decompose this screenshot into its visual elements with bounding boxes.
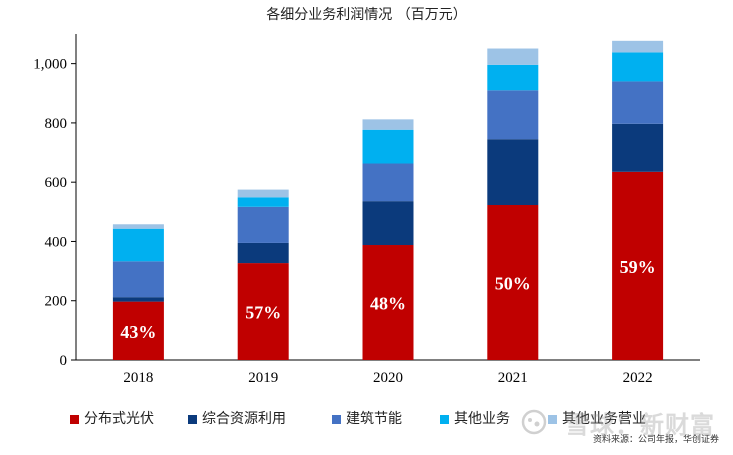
legend-item-3: 其他业务 <box>440 408 510 430</box>
bar-2022-series-4 <box>612 40 664 53</box>
legend-label-1: 综合资源利用 <box>202 411 286 427</box>
x-tick-label-2020: 2020 <box>373 370 403 386</box>
bar-2021-series-1 <box>487 139 539 206</box>
legend-swatch-3 <box>440 415 449 424</box>
snowball-logo-icon <box>521 409 547 435</box>
x-tick-label-2022: 2022 <box>623 370 653 386</box>
bar-2022-series-2 <box>612 81 664 124</box>
bar-2018-series-0 <box>112 301 164 360</box>
bar-2018-series-4 <box>112 224 164 229</box>
legend-label-3: 其他业务 <box>454 411 510 427</box>
watermark: 雪球：新财富 <box>565 411 715 439</box>
legend-swatch-2 <box>332 415 341 424</box>
bar-2019-series-0 <box>237 263 289 360</box>
legend-item-1: 综合资源利用 <box>188 408 286 430</box>
bar-2020-series-1 <box>362 201 414 246</box>
data-label-2019: 57% <box>245 303 281 323</box>
bar-2020-series-0 <box>362 245 414 360</box>
data-label-2021: 50% <box>495 274 531 294</box>
y-tick-label-800: 800 <box>45 116 68 132</box>
bar-2021-series-3 <box>487 64 539 91</box>
legend-label-2: 建筑节能 <box>346 411 402 427</box>
bar-2021-series-2 <box>487 90 539 140</box>
legend-label-4: 其他业务营业 <box>562 411 646 427</box>
legend-item-0: 分布式光伏 <box>70 408 154 430</box>
y-tick-label-1000: 1,000 <box>33 57 67 73</box>
bar-2022-series-0 <box>612 171 664 360</box>
chart-legend: 分布式光伏 综合资源利用 建筑节能 其他业务 其他业务营业 <box>70 408 670 430</box>
data-label-2020: 48% <box>370 294 406 314</box>
bar-2019-series-2 <box>237 206 289 243</box>
bar-2021-series-4 <box>487 48 539 65</box>
bar-2018-series-3 <box>112 228 164 262</box>
bar-2020-series-3 <box>362 129 414 164</box>
y-tick-label-600: 600 <box>45 175 68 191</box>
bar-2019-series-3 <box>237 197 289 207</box>
data-label-2018: 43% <box>120 322 156 342</box>
x-tick-label-2018: 2018 <box>123 370 153 386</box>
legend-label-0: 分布式光伏 <box>84 411 154 427</box>
bar-2019-series-4 <box>237 189 289 198</box>
legend-item-2: 建筑节能 <box>332 408 402 430</box>
bar-2020-series-4 <box>362 119 414 130</box>
bar-2020-series-2 <box>362 163 414 202</box>
y-tick-label-400: 400 <box>45 234 68 250</box>
bar-2018-series-1 <box>112 297 164 302</box>
y-tick-label-200: 200 <box>45 294 68 310</box>
x-tick-label-2021: 2021 <box>498 370 528 386</box>
legend-swatch-4 <box>548 415 557 424</box>
bar-2021-series-0 <box>487 205 539 360</box>
bar-2019-series-1 <box>237 242 289 264</box>
legend-swatch-1 <box>188 415 197 424</box>
y-tick-label-0: 0 <box>60 353 68 369</box>
chart-title: 各细分业务利润情况 （百万元） <box>266 7 467 23</box>
x-tick-label-2019: 2019 <box>248 370 278 386</box>
legend-item-4: 其他业务营业 <box>548 408 646 430</box>
bar-2022-series-1 <box>612 123 664 172</box>
data-label-2022: 59% <box>620 257 656 277</box>
bar-2018-series-2 <box>112 261 164 298</box>
source-note: 资料来源：公司年报，华创证券 <box>592 435 719 445</box>
legend-swatch-0 <box>70 415 79 424</box>
bar-2022-series-3 <box>612 52 664 82</box>
